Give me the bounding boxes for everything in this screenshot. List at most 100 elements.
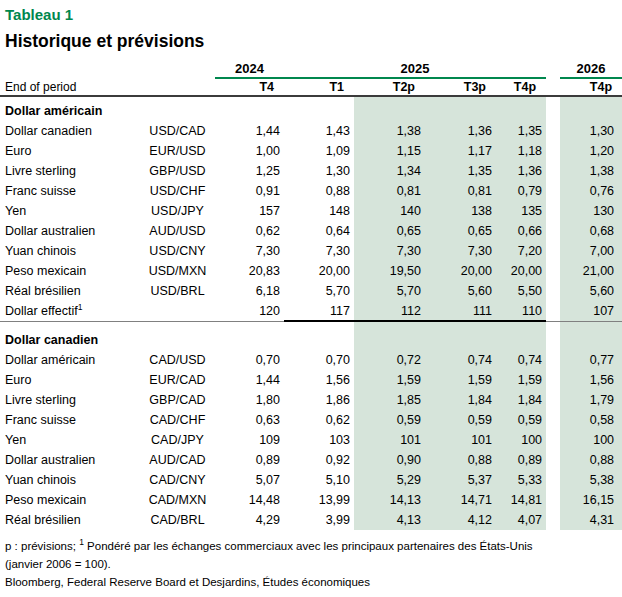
- column-gap: [546, 470, 560, 490]
- table-row: Franc suisseUSD/CHF0,910,880,810,810,790…: [0, 181, 622, 201]
- row-label: Yen: [0, 430, 140, 450]
- column-gap: [546, 510, 560, 530]
- value-cell: 157: [215, 201, 284, 221]
- section-title: Dollar américain: [0, 96, 215, 121]
- col-header-2026-t4p: T4p: [560, 78, 622, 96]
- value-cell: 103: [284, 430, 354, 450]
- table-row: Dollar australienAUD/CAD0,890,920,900,88…: [0, 450, 622, 470]
- table-row: Livre sterlingGBP/USD1,251,301,341,351,3…: [0, 161, 622, 181]
- value-cell: 0,65: [425, 221, 496, 241]
- value-cell: 1,30: [284, 161, 354, 181]
- value-cell: 0,72: [354, 350, 425, 370]
- value-cell: 100: [496, 430, 546, 450]
- row-label: Livre sterling: [0, 390, 140, 410]
- value-cell: 7,30: [215, 241, 284, 261]
- table-row: Réal brésilienUSD/BRL6,185,705,705,605,5…: [0, 281, 622, 301]
- table-row: Dollar canadienUSD/CAD1,441,431,381,361,…: [0, 121, 622, 141]
- value-cell: 0,63: [215, 410, 284, 430]
- value-cell: 111: [425, 301, 496, 321]
- footnotes: p : prévisions; 1 Pondéré par les échang…: [0, 537, 622, 591]
- value-cell: 0,91: [215, 181, 284, 201]
- value-cell: 5,38: [560, 470, 622, 490]
- currency-pair: USD/JPY: [140, 201, 215, 221]
- year-header-row: 2024 2025 2026: [0, 56, 622, 78]
- table-row: Yuan chinoisCAD/CNY5,075,105,295,375,335…: [0, 470, 622, 490]
- currency-pair: USD/CNY: [140, 241, 215, 261]
- currency-pair: EUR/USD: [140, 141, 215, 161]
- page-title: Historique et prévisions: [0, 31, 622, 52]
- value-cell: 0,89: [496, 450, 546, 470]
- value-cell: 0,66: [496, 221, 546, 241]
- row-label: Dollar américain: [0, 350, 140, 370]
- source-line: Bloomberg, Federal Reserve Board et Desj…: [5, 573, 622, 591]
- value-cell: 14,13: [354, 490, 425, 510]
- value-cell: 1,35: [496, 121, 546, 141]
- value-cell: 1,38: [560, 161, 622, 181]
- value-cell: 1,80: [215, 390, 284, 410]
- column-gap: [546, 181, 560, 201]
- table-body: Dollar américainDollar canadienUSD/CAD1,…: [0, 96, 622, 530]
- value-cell: 1,25: [215, 161, 284, 181]
- value-cell: 1,79: [560, 390, 622, 410]
- value-cell: 4,07: [496, 510, 546, 530]
- row-label: Réal brésilien: [0, 281, 140, 301]
- value-cell: 20,00: [496, 261, 546, 281]
- value-cell: 0,74: [425, 350, 496, 370]
- value-cell: 101: [425, 430, 496, 450]
- value-cell: 7,30: [354, 241, 425, 261]
- value-cell: 1,56: [284, 370, 354, 390]
- value-cell: 0,88: [284, 181, 354, 201]
- column-gap: [546, 221, 560, 241]
- year-2025: 2025: [284, 56, 546, 78]
- table-row: Dollar australienAUD/USD0,620,640,650,65…: [0, 221, 622, 241]
- value-cell: 5,70: [284, 281, 354, 301]
- value-cell: 0,59: [496, 410, 546, 430]
- col-header-2025-t2p: T2p: [354, 78, 425, 96]
- value-cell: 5,37: [425, 470, 496, 490]
- value-cell: 14,71: [425, 490, 496, 510]
- value-cell: 109: [215, 430, 284, 450]
- row-label: Euro: [0, 141, 140, 161]
- value-cell: 4,13: [354, 510, 425, 530]
- row-label: Dollar effectif1: [0, 301, 140, 321]
- value-cell: 1,34: [354, 161, 425, 181]
- value-cell: 1,00: [215, 141, 284, 161]
- section-header-row: Dollar américain: [0, 96, 622, 121]
- footnote-line-2: (janvier 2006 = 100).: [5, 555, 622, 573]
- footnote-line-1: p : prévisions; 1 Pondéré par les échang…: [5, 537, 622, 555]
- row-label: Yen: [0, 201, 140, 221]
- table-row: Yuan chinoisUSD/CNY7,307,307,307,307,207…: [0, 241, 622, 261]
- row-label: Franc suisse: [0, 410, 140, 430]
- year-gap: [546, 56, 560, 78]
- value-cell: 7,30: [425, 241, 496, 261]
- table-label: Tableau 1: [0, 6, 622, 24]
- row-label: Peso mexicain: [0, 490, 140, 510]
- col-header-gap: [546, 78, 560, 96]
- table-row: Peso mexicainCAD/MXN14,4813,9914,1314,71…: [0, 490, 622, 510]
- value-cell: 14,48: [215, 490, 284, 510]
- row-label: Dollar australien: [0, 450, 140, 470]
- page: Tableau 1 Historique et prévisions 2024 …: [0, 0, 622, 591]
- currency-pair: EUR/CAD: [140, 370, 215, 390]
- value-cell: 13,99: [284, 490, 354, 510]
- value-cell: 1,09: [284, 141, 354, 161]
- column-gap: [546, 161, 560, 181]
- currency-pair: USD/BRL: [140, 281, 215, 301]
- value-cell: 120: [215, 301, 284, 321]
- value-cell: 1,84: [496, 390, 546, 410]
- currency-pair: CAD/MXN: [140, 490, 215, 510]
- value-cell: 0,62: [284, 410, 354, 430]
- row-label: Franc suisse: [0, 181, 140, 201]
- value-cell: 1,59: [425, 370, 496, 390]
- value-cell: 0,92: [284, 450, 354, 470]
- column-gap: [546, 121, 560, 141]
- value-cell: 0,79: [496, 181, 546, 201]
- table-row: Peso mexicainUSD/MXN20,8320,0019,5020,00…: [0, 261, 622, 281]
- value-cell: 1,85: [354, 390, 425, 410]
- value-cell: 6,18: [215, 281, 284, 301]
- currency-pair: CAD/CNY: [140, 470, 215, 490]
- value-cell: 14,81: [496, 490, 546, 510]
- value-cell: 0,62: [215, 221, 284, 241]
- value-cell: 1,84: [425, 390, 496, 410]
- value-cell: 7,20: [496, 241, 546, 261]
